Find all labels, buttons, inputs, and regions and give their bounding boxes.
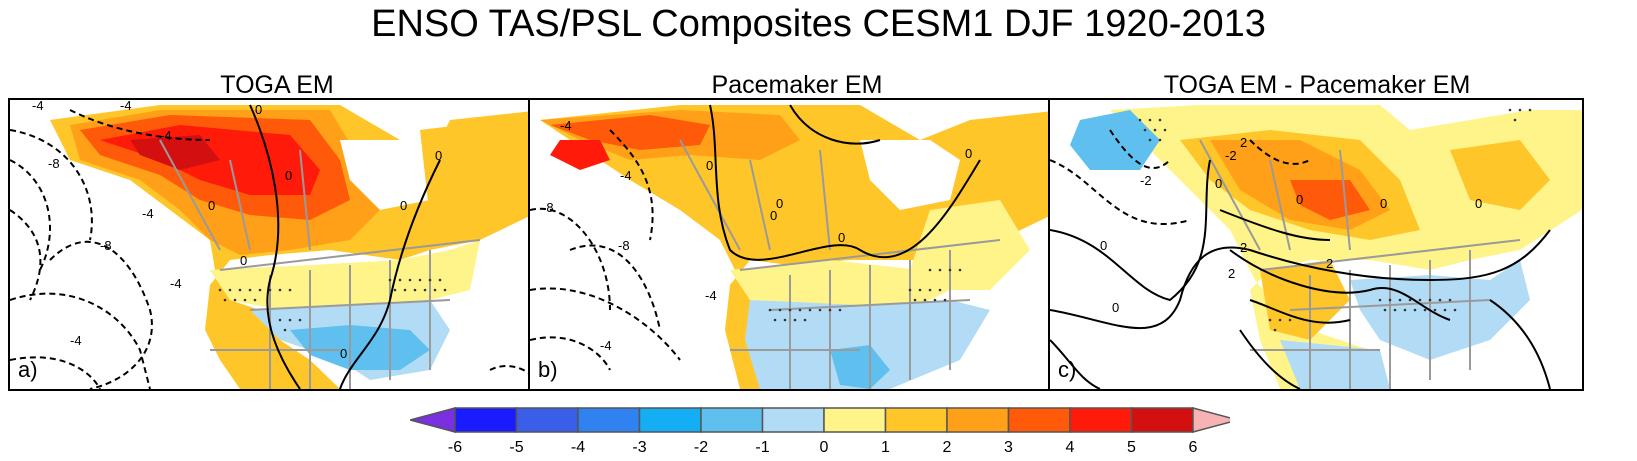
psl-contours-c (1050, 129, 1551, 389)
svg-text:0: 0 (1475, 196, 1482, 211)
map-panel-c: -2 2 -2 0 0 2 0 0 2 2 0 0 c) (1048, 98, 1584, 391)
colorbar-tick-label: 4 (1066, 439, 1075, 456)
svg-text:-8: -8 (100, 238, 112, 253)
colorbar-tick-label: -1 (755, 439, 769, 456)
significance-stipple-c (1138, 108, 1532, 332)
temperature-fill-a (50, 105, 542, 389)
colorbar-bin (761, 407, 825, 433)
map-c-svg: -2 2 -2 0 0 2 0 0 2 2 0 0 (1050, 105, 1582, 389)
svg-text:0: 0 (965, 146, 972, 161)
colorbar-arrow-below (410, 407, 456, 433)
svg-text:0: 0 (776, 196, 783, 211)
colorbar-labels: -6 -5 -4 -3 -2 -1 0 1 2 3 4 5 6 (448, 439, 1198, 456)
svg-text:-8: -8 (542, 200, 554, 215)
colorbar-bin (454, 407, 518, 433)
colorbar-tick-label: 2 (943, 439, 952, 456)
figure-title: ENSO TAS/PSL Composites CESM1 DJF 1920-2… (371, 3, 1266, 45)
state-borders-c (1199, 139, 1521, 389)
svg-text:0: 0 (255, 102, 262, 117)
svg-text:-4: -4 (560, 118, 572, 133)
panel-a-letter: a) (18, 357, 38, 382)
colorbar-tick-label: -2 (694, 439, 708, 456)
panel-b-letter: b) (538, 357, 558, 382)
svg-text:0: 0 (435, 148, 442, 163)
colorbar-bin (1069, 407, 1133, 433)
svg-text:-4: -4 (600, 338, 612, 353)
contour-labels-c: -2 2 -2 0 0 2 0 0 2 2 0 0 (1100, 135, 1482, 315)
panel-a-title: TOGA EM (220, 71, 334, 99)
svg-text:0: 0 (240, 253, 247, 268)
colorbar-tick-label: 0 (820, 439, 829, 456)
panel-c-title: TOGA EM - Pacemaker EM (1163, 71, 1471, 99)
colorbar-tick-label: 6 (1189, 439, 1198, 456)
svg-text:-2: -2 (1140, 173, 1152, 188)
svg-text:-8: -8 (618, 238, 630, 253)
colorbar-tick-label: -4 (571, 439, 585, 456)
colorbar-bin (700, 407, 764, 433)
colorbar-tick-label: -6 (448, 439, 462, 456)
svg-text:0: 0 (1296, 192, 1303, 207)
svg-text:-8: -8 (48, 156, 60, 171)
psl-contours-a (10, 104, 542, 389)
contour-labels-b: -4 -4 -8 -8 -4 -4 0 0 0 0 0 (542, 118, 972, 353)
svg-text:-4: -4 (160, 128, 172, 143)
colorbar-tick-label: 5 (1127, 439, 1136, 456)
colorbar-bin (823, 407, 887, 433)
svg-text:0: 0 (1100, 238, 1107, 253)
svg-text:0: 0 (208, 198, 215, 213)
colorbar-tick-label: -3 (632, 439, 646, 456)
svg-text:-4: -4 (170, 276, 182, 291)
svg-text:0: 0 (838, 230, 845, 245)
significance-stipple-a (218, 278, 447, 332)
colorbar-bin (638, 407, 702, 433)
temperature-fill-c (1070, 105, 1582, 389)
panel-c-letter: c) (1058, 357, 1077, 382)
temperature-fill-b (540, 105, 1062, 389)
colorbar: -6 -5 -4 -3 -2 -1 0 1 2 3 4 5 6 (410, 407, 1230, 456)
colorbar-bin (1130, 407, 1194, 433)
svg-text:2: 2 (1240, 240, 1247, 255)
colorbar-tick-label: 3 (1004, 439, 1013, 456)
svg-text:2: 2 (1326, 256, 1333, 271)
svg-text:0: 0 (285, 168, 292, 183)
colorbar-tick-label: 1 (881, 439, 890, 456)
svg-text:2: 2 (1228, 266, 1235, 281)
svg-text:2: 2 (1240, 135, 1247, 150)
svg-text:-4: -4 (70, 333, 82, 348)
svg-text:0: 0 (1112, 300, 1119, 315)
svg-text:-4: -4 (142, 206, 154, 221)
colorbar-bin (884, 407, 948, 433)
colorbar-bin (577, 407, 641, 433)
panel-b-title: Pacemaker EM (711, 71, 883, 99)
map-panel-a: -4 -4 -8 -8 -4 -4 0 0 0 0 0 -4 0 -4 0 a) (8, 98, 544, 391)
colorbar-bin (515, 407, 579, 433)
map-a-svg: -4 -4 -8 -8 -4 -4 0 0 0 0 0 -4 0 -4 0 (10, 100, 542, 389)
svg-text:0: 0 (770, 208, 777, 223)
colorbar-arrow-above (1192, 407, 1230, 433)
colorbar-boxes (410, 407, 1230, 433)
svg-text:0: 0 (1215, 176, 1222, 191)
map-b-svg: -4 -4 -8 -8 -4 -4 0 0 0 0 0 (530, 104, 1062, 389)
svg-text:0: 0 (340, 346, 347, 361)
contour-labels-a: -4 -4 -8 -8 -4 -4 0 0 0 0 0 -4 0 -4 0 (32, 100, 442, 361)
svg-text:-4: -4 (32, 100, 44, 113)
svg-text:0: 0 (400, 198, 407, 213)
svg-text:0: 0 (1380, 196, 1387, 211)
svg-text:-2: -2 (1225, 148, 1237, 163)
colorbar-bin (946, 407, 1010, 433)
map-panel-b: -4 -4 -8 -8 -4 -4 0 0 0 0 0 b) (528, 98, 1064, 391)
psl-contours-b (530, 104, 981, 371)
significance-stipple-b (768, 268, 962, 322)
colorbar-tick-label: -5 (509, 439, 523, 456)
colorbar-bin (1007, 407, 1071, 433)
svg-text:-4: -4 (705, 288, 717, 303)
svg-text:0: 0 (706, 158, 713, 173)
svg-text:-4: -4 (120, 100, 132, 113)
svg-text:-4: -4 (620, 168, 632, 183)
